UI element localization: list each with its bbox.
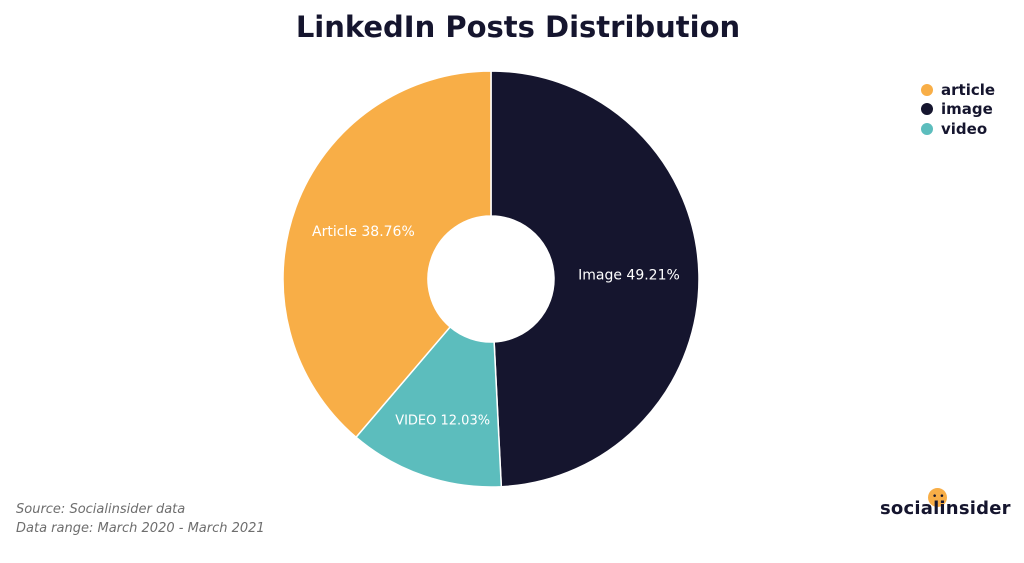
legend-item-video[interactable]: video bbox=[921, 119, 995, 139]
source-line: Source: Socialinsider data bbox=[16, 502, 186, 517]
legend-item-article[interactable]: article bbox=[921, 80, 995, 100]
source-note: Source: Socialinsider data Data range: M… bbox=[16, 500, 265, 538]
legend-item-image[interactable]: image bbox=[921, 100, 995, 120]
logo-eyes-icon: •• bbox=[932, 492, 947, 502]
slice-label-article: Article 38.76% bbox=[312, 224, 415, 240]
legend-label-image: image bbox=[941, 100, 993, 119]
slice-label-video: VIDEO 12.03% bbox=[395, 413, 490, 428]
slice-label-image: Image 49.21% bbox=[578, 268, 680, 284]
chart-title: LinkedIn Posts Distribution bbox=[295, 10, 741, 44]
data-range-line: Data range: March 2020 - March 2021 bbox=[16, 521, 265, 536]
legend-swatch-video bbox=[921, 122, 933, 135]
socialinsider-logo: •• socialinsider bbox=[880, 486, 1010, 526]
slice-image[interactable] bbox=[490, 70, 700, 488]
slice-video[interactable] bbox=[354, 325, 503, 488]
legend-swatch-image bbox=[921, 103, 933, 116]
legend-swatch-article bbox=[921, 83, 933, 96]
logo-wordmark: socialinsider bbox=[880, 498, 1011, 519]
chart-legend: article image video bbox=[921, 80, 995, 139]
legend-label-video: video bbox=[941, 119, 988, 138]
slice-article[interactable] bbox=[282, 70, 492, 439]
logo-dot-icon bbox=[928, 488, 947, 507]
legend-label-article: article bbox=[941, 80, 996, 99]
